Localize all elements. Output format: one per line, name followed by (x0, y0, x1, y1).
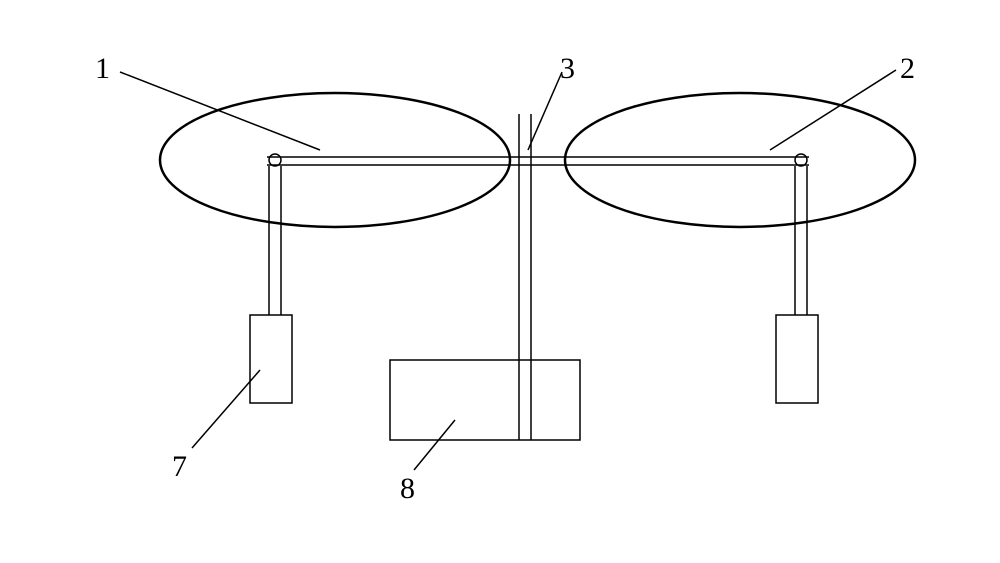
disc-right (565, 93, 915, 227)
weight-right (776, 315, 818, 403)
leader-L8 (414, 420, 455, 470)
leader-L1 (120, 72, 320, 150)
callout-label-2: 2 (900, 52, 915, 86)
callout-label-1: 1 (95, 52, 110, 86)
callout-label-3: 3 (560, 52, 575, 86)
disc-left (160, 93, 510, 227)
callout-label-7: 7 (172, 450, 187, 484)
leader-L7 (192, 370, 260, 448)
weight-left (250, 315, 292, 403)
base-block (390, 360, 580, 440)
leader-L3 (528, 72, 562, 150)
leader-L2 (770, 70, 896, 150)
callout-label-8: 8 (400, 472, 415, 506)
pulley-left (269, 154, 281, 166)
pulley-right (795, 154, 807, 166)
